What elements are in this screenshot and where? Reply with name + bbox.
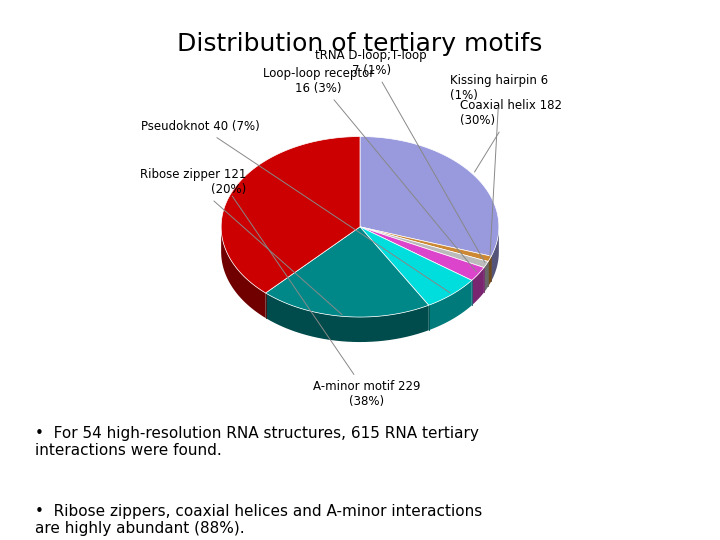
Polygon shape <box>360 227 491 261</box>
Polygon shape <box>484 261 488 293</box>
Polygon shape <box>266 293 428 342</box>
Polygon shape <box>491 227 499 281</box>
Text: Distribution of tertiary motifs: Distribution of tertiary motifs <box>177 32 543 56</box>
Text: tRNA D-loop;T-loop
7 (1%): tRNA D-loop;T-loop 7 (1%) <box>315 49 485 262</box>
Text: Coaxial helix 182
(30%): Coaxial helix 182 (30%) <box>460 99 562 172</box>
Polygon shape <box>266 227 428 317</box>
Text: Kissing hairpin 6
(1%): Kissing hairpin 6 (1%) <box>450 74 549 256</box>
Polygon shape <box>428 280 472 330</box>
Text: •  Ribose zippers, coaxial helices and A-minor interactions
are highly abundant : • Ribose zippers, coaxial helices and A-… <box>35 504 482 536</box>
Polygon shape <box>360 227 488 267</box>
Text: Loop-loop receptor
16 (3%): Loop-loop receptor 16 (3%) <box>263 67 477 272</box>
Polygon shape <box>221 137 360 293</box>
Polygon shape <box>360 227 484 280</box>
Polygon shape <box>221 227 266 318</box>
Text: Ribose zipper 121
(20%): Ribose zipper 121 (20%) <box>140 168 342 315</box>
Text: A-minor motif 229
(38%): A-minor motif 229 (38%) <box>233 196 420 408</box>
Polygon shape <box>360 227 472 305</box>
Polygon shape <box>360 137 499 256</box>
Polygon shape <box>488 256 491 287</box>
Text: •  For 54 high-resolution RNA structures, 615 RNA tertiary
interactions were fou: • For 54 high-resolution RNA structures,… <box>35 426 479 458</box>
Text: Pseudoknot 40 (7%): Pseudoknot 40 (7%) <box>141 120 450 293</box>
Polygon shape <box>472 267 484 305</box>
